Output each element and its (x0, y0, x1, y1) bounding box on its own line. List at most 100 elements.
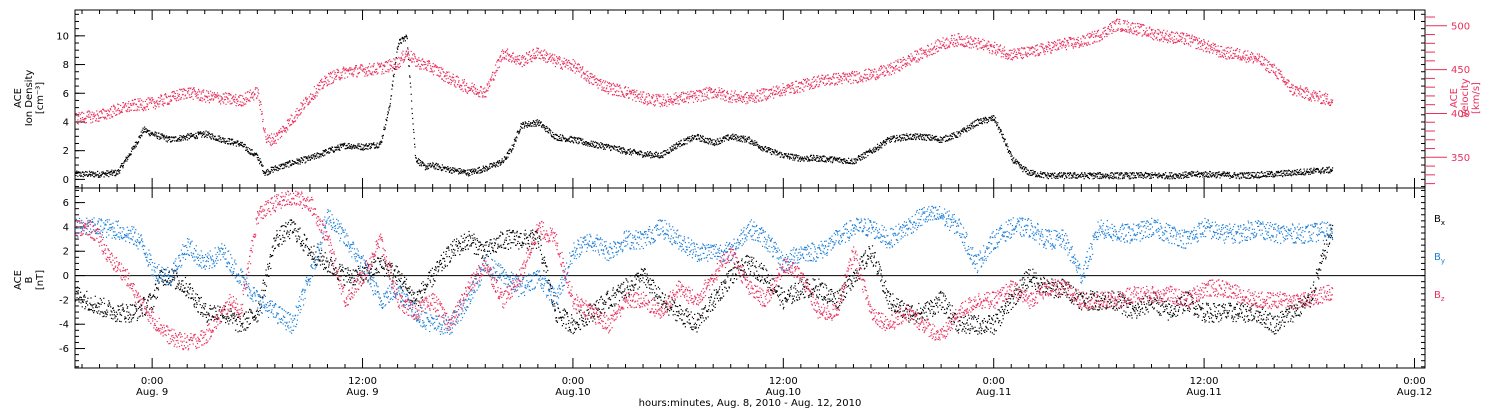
series-density-point (762, 146, 763, 147)
series-density-point (181, 139, 182, 140)
series-density-point (354, 145, 355, 146)
series-density-point (1182, 172, 1183, 173)
x-tick-time: 12:00 (769, 376, 798, 387)
series-velocity-point (500, 55, 501, 56)
series-density-point (529, 125, 530, 126)
series-density-point (910, 134, 911, 135)
series-density-point (368, 145, 369, 146)
series-velocity-point (438, 67, 439, 68)
series-density-point (784, 156, 785, 157)
series-velocity-point (136, 110, 137, 111)
series-velocity-point (264, 130, 265, 131)
series-velocity-point (472, 83, 473, 84)
series-velocity-point (174, 98, 175, 99)
series-velocity-point (327, 80, 328, 81)
series-density-point (484, 171, 485, 172)
series-density-point (994, 120, 995, 121)
series-density-point (1011, 154, 1012, 155)
series-density-point (1015, 159, 1016, 160)
series-velocity-point (177, 97, 178, 98)
series-velocity-point (533, 49, 534, 50)
series-density-point (644, 155, 645, 156)
series-velocity-point (379, 63, 380, 64)
series-density-point (719, 141, 720, 142)
series-velocity-point (273, 143, 274, 144)
series-density-point (1006, 145, 1007, 146)
series-density-point (461, 172, 462, 173)
series-velocity-point (103, 110, 104, 111)
series-density-point (1250, 177, 1251, 178)
series-density-point (953, 132, 954, 133)
series-velocity-point (462, 80, 463, 81)
series-density-point (673, 144, 674, 145)
series-velocity-point (408, 51, 409, 52)
series-velocity-point (382, 71, 383, 72)
series-velocity-point (440, 72, 441, 73)
series-density-point (1147, 176, 1148, 177)
series-velocity-point (202, 98, 203, 99)
series-density-point (1042, 174, 1043, 175)
series-velocity-point (340, 79, 341, 80)
series-density-point (143, 128, 144, 129)
series-density-point (1308, 174, 1309, 175)
series-velocity-point (531, 55, 532, 56)
series-velocity-point (422, 58, 423, 59)
series-density-point (411, 94, 412, 95)
plasma-panel-frame (75, 10, 1425, 188)
series-velocity-point (333, 82, 334, 83)
series-density-point (99, 177, 100, 178)
series-velocity-point (212, 95, 213, 96)
series-velocity-point (266, 141, 267, 142)
series-density-point (1056, 176, 1057, 177)
series-density-point (538, 123, 539, 124)
series-density-point (924, 134, 925, 135)
series-density-point (948, 136, 949, 137)
series-density-point (907, 139, 908, 140)
series-velocity-point (403, 62, 404, 63)
series-density-point (772, 149, 773, 150)
series-velocity-point (192, 89, 193, 90)
series-velocity-point (245, 103, 246, 104)
series-density-point (896, 135, 897, 136)
series-density-point (992, 117, 993, 118)
series-velocity-point (392, 67, 393, 68)
series-density-point (371, 147, 372, 148)
series-velocity-point (285, 130, 286, 131)
series-density-point (1122, 178, 1123, 179)
series-density-point (716, 142, 717, 143)
series-velocity-point (349, 67, 350, 68)
series-velocity-point (415, 58, 416, 59)
series-density-point (360, 146, 361, 147)
series-density-point (585, 145, 586, 146)
series-velocity-point (187, 91, 188, 92)
series-density-point (1262, 173, 1263, 174)
series-density-point (576, 142, 577, 143)
series-density-point (474, 173, 475, 174)
series-velocity-point (227, 102, 228, 103)
series-density-point (1243, 175, 1244, 176)
series-density-point (390, 99, 391, 100)
series-velocity-point (463, 91, 464, 92)
series-density-point (500, 164, 501, 165)
series-density-point (1275, 175, 1276, 176)
series-density-point (1064, 178, 1065, 179)
series-density-point (1327, 167, 1328, 168)
series-density-point (336, 149, 337, 150)
series-density-point (427, 166, 428, 167)
series-density-point (1268, 174, 1269, 175)
series-density-point (1197, 171, 1198, 172)
series-density-point (1120, 174, 1121, 175)
series-density-point (1007, 149, 1008, 150)
series-velocity-point (170, 95, 171, 96)
series-velocity-point (304, 107, 305, 108)
series-density-point (749, 142, 750, 143)
series-density-point (1116, 178, 1117, 179)
series-density-point (1219, 177, 1220, 178)
series-velocity-point (301, 108, 302, 109)
series-density-point (296, 163, 297, 164)
series-velocity-point (540, 58, 541, 59)
series-density-point (507, 157, 508, 158)
series-density-point (1074, 174, 1075, 175)
series-density-point (1033, 174, 1034, 175)
series-density-point (1278, 175, 1279, 176)
